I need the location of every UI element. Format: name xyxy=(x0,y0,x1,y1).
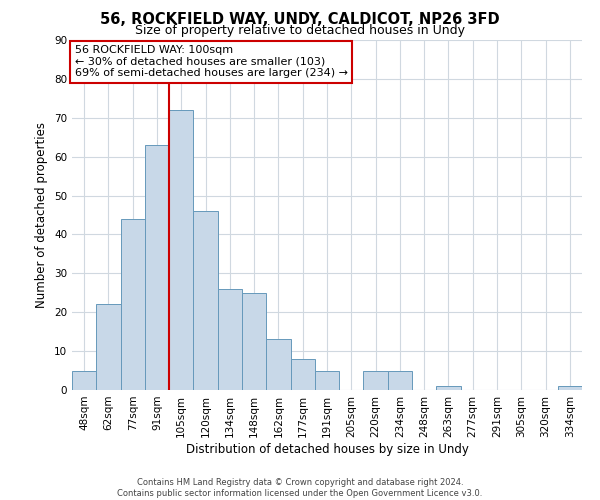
Bar xyxy=(169,110,193,390)
Bar xyxy=(145,145,169,390)
Bar xyxy=(96,304,121,390)
X-axis label: Distribution of detached houses by size in Undy: Distribution of detached houses by size … xyxy=(185,442,469,456)
Bar xyxy=(388,370,412,390)
Bar xyxy=(558,386,582,390)
Bar xyxy=(290,359,315,390)
Bar xyxy=(436,386,461,390)
Bar xyxy=(193,211,218,390)
Bar xyxy=(266,340,290,390)
Text: Contains HM Land Registry data © Crown copyright and database right 2024.
Contai: Contains HM Land Registry data © Crown c… xyxy=(118,478,482,498)
Bar xyxy=(364,370,388,390)
Bar xyxy=(218,289,242,390)
Text: 56 ROCKFIELD WAY: 100sqm
← 30% of detached houses are smaller (103)
69% of semi-: 56 ROCKFIELD WAY: 100sqm ← 30% of detach… xyxy=(74,46,347,78)
Text: 56, ROCKFIELD WAY, UNDY, CALDICOT, NP26 3FD: 56, ROCKFIELD WAY, UNDY, CALDICOT, NP26 … xyxy=(100,12,500,28)
Bar xyxy=(242,293,266,390)
Y-axis label: Number of detached properties: Number of detached properties xyxy=(35,122,49,308)
Bar xyxy=(72,370,96,390)
Bar xyxy=(121,219,145,390)
Bar xyxy=(315,370,339,390)
Text: Size of property relative to detached houses in Undy: Size of property relative to detached ho… xyxy=(135,24,465,37)
